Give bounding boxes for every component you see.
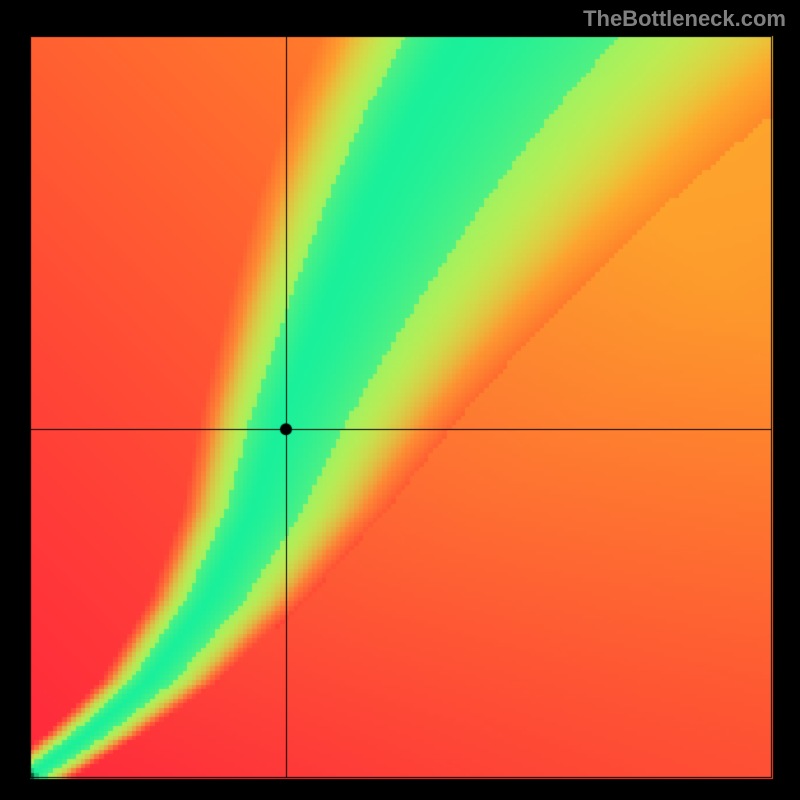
chart-container: TheBottleneck.com <box>0 0 800 800</box>
watermark-text: TheBottleneck.com <box>583 6 786 32</box>
heatmap-canvas <box>0 0 800 800</box>
